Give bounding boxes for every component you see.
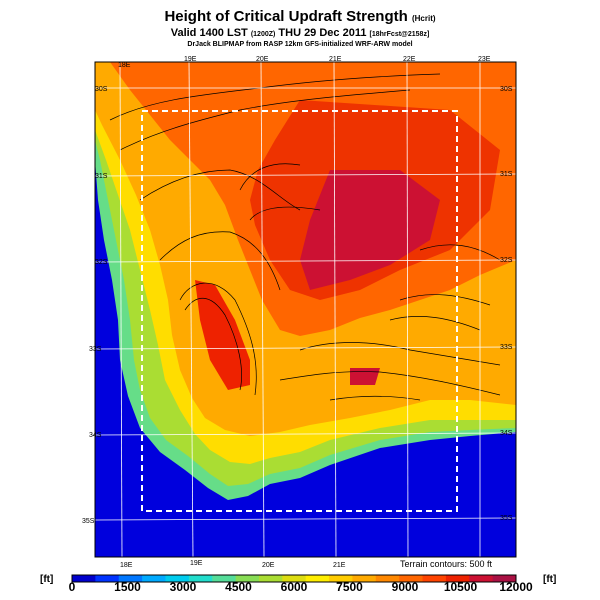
colorbar-tick-label: 7500 [336, 580, 363, 594]
colorbar-swatch [118, 575, 143, 582]
valid-time-line: Valid 1400 LST (1200Z) THU 29 Dec 2011 [… [0, 27, 600, 39]
lat-label-right: 34S [500, 430, 513, 437]
lat-label-left: 33S [89, 346, 102, 353]
lat-label-right: 35S [500, 515, 513, 522]
plot-frame [94, 61, 517, 558]
colorbar-unit-right: [ft] [543, 574, 557, 585]
lon-label-top: 20E [256, 56, 269, 63]
lat-label-right: 32S [500, 257, 513, 264]
valid-date: THU 29 Dec 2011 [278, 27, 367, 39]
lat-label-left: 34S [89, 432, 102, 439]
forecast-hour: [18hrFcst@2158z] [369, 31, 430, 38]
colorbar-tick-label: 12000 [499, 580, 533, 594]
colorbar-swatch [188, 575, 213, 582]
terrain-note: Terrain contours: 500 ft [400, 559, 493, 569]
lat-label-right: 30S [500, 86, 513, 93]
colorbar-swatch [352, 575, 377, 582]
lon-label-bottom: 20E [262, 562, 275, 569]
source-line: DrJack BLIPMAP from RASP 12km GFS-initia… [187, 41, 413, 48]
graticule [95, 62, 516, 557]
lat-label-left: 30S [95, 86, 108, 93]
lat-label-left: 31S [95, 173, 108, 180]
colorbar-tick-label: 1500 [114, 580, 141, 594]
lon-label-top: 22E [403, 56, 416, 63]
colorbar-tick-label: 3000 [169, 580, 197, 594]
colorbar [71, 574, 517, 583]
valid-time: Valid 1400 LST [170, 27, 248, 39]
colorbar-tick-label: 6000 [280, 580, 308, 594]
title-text: Height of Critical Updraft Strength [164, 8, 408, 25]
colorbar-swatch [469, 575, 494, 582]
inner-domain-box [141, 110, 458, 512]
lon-label-top: 21E [329, 56, 342, 63]
colorbar-swatch [282, 575, 307, 582]
valid-utc: (1200Z) [250, 31, 276, 38]
title-units: (Hcrit) [411, 14, 436, 23]
lon-label-bottom: 21E [333, 562, 346, 569]
region-mountain-south [350, 368, 380, 385]
lat-label-right: 31S [500, 171, 513, 178]
lon-label-top: 18E [118, 62, 131, 69]
colorbar-swatch [72, 575, 96, 582]
colorbar-swatch [142, 575, 166, 582]
colorbar-swatch [329, 575, 353, 582]
colorbar-swatch [212, 575, 237, 582]
colorbar-swatch [305, 575, 330, 582]
lat-label-right: 33S [500, 344, 513, 351]
lat-label-left: 32S [95, 259, 108, 266]
map-title: Height of Critical Updraft Strength (Hcr… [0, 8, 600, 25]
lon-label-top: 23E [478, 56, 491, 63]
colorbar-swatch [235, 575, 260, 582]
colorbar-tick-label: 4500 [225, 580, 252, 594]
colorbar-swatch [399, 575, 424, 582]
colorbar-tick-label: 10500 [443, 580, 478, 594]
colorbar-unit-left: [ft] [40, 574, 54, 585]
lon-label-bottom: 19E [190, 560, 203, 567]
colorbar-swatch [258, 575, 283, 582]
colorbar-tick-label: 0 [68, 580, 76, 594]
colorbar-swatch [95, 575, 120, 582]
colorbar-swatch [422, 575, 447, 582]
map-plot-area [95, 62, 516, 557]
colorbar-swatch [375, 575, 400, 582]
lon-label-top: 19E [184, 56, 197, 63]
colorbar-swatch [492, 575, 517, 582]
colorbar-frame [71, 574, 517, 583]
colorbar-swatch [165, 575, 190, 582]
colorbar-tick-label: 9000 [391, 580, 419, 594]
lat-label-left: 35S [82, 518, 95, 525]
lon-label-bottom: 18E [120, 562, 133, 569]
colorbar-swatch [445, 575, 470, 582]
region-mountain-west [195, 280, 250, 390]
